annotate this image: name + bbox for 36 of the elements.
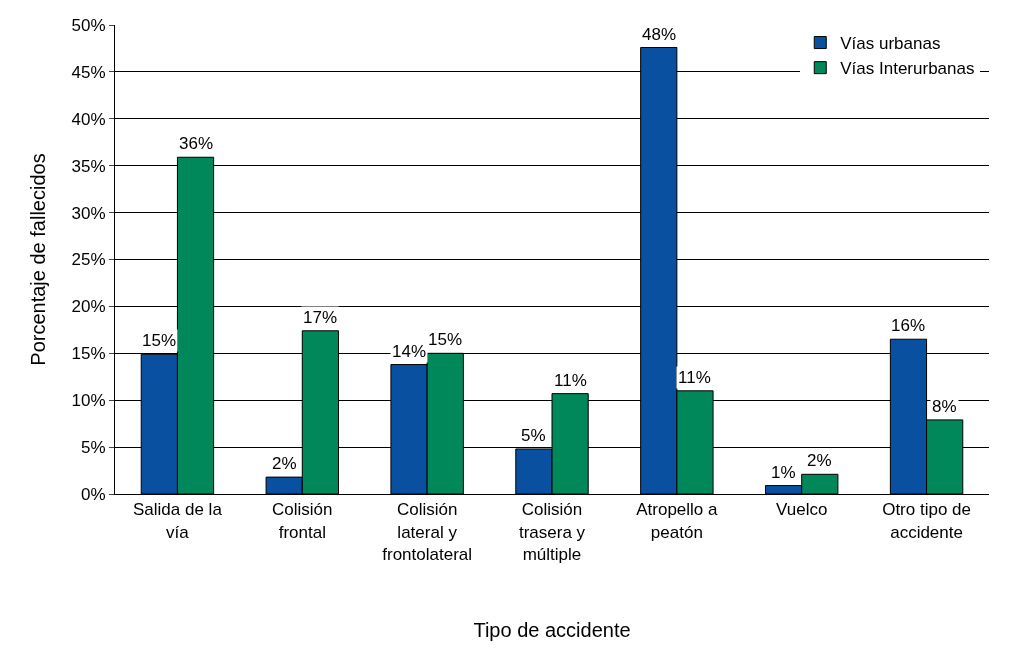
y-tick-label: 50% — [71, 15, 106, 35]
y-axis-title: Porcentaje de fallecidos — [27, 153, 50, 366]
x-tick-label: Colisión frontal — [272, 500, 333, 542]
data-label: 36% — [179, 134, 214, 153]
data-label: 11% — [678, 368, 711, 387]
x-tick-label: Atropello a peatón — [636, 500, 719, 542]
data-label: 11% — [554, 371, 587, 390]
x-tick-label: Salida de la vía — [133, 500, 223, 542]
data-label: 14% — [392, 342, 427, 361]
x-tick-label: Colisión lateral y frontolateral — [382, 500, 473, 564]
y-tick-label: 45% — [71, 62, 106, 82]
y-tick-label: 40% — [71, 109, 106, 129]
y-tick-label: 5% — [81, 438, 106, 458]
data-label: 17% — [303, 308, 338, 327]
y-tick-label: 0% — [81, 484, 106, 504]
x-tick-label: Colisión trasera y múltiple — [518, 500, 586, 564]
data-label: 48% — [642, 25, 677, 44]
y-tick-label: 20% — [71, 297, 106, 317]
data-label: 2% — [807, 451, 832, 470]
y-tick-label: 10% — [71, 391, 106, 411]
legend-label: Vías urbanas — [840, 34, 941, 54]
data-label: 15% — [142, 331, 177, 350]
x-tick-label: Otro tipo de accidente — [882, 500, 971, 542]
y-tick-label: 15% — [71, 344, 106, 364]
data-label: 2% — [272, 454, 297, 473]
data-label: 1% — [771, 463, 796, 482]
x-tick-label: Vuelco — [776, 500, 828, 520]
data-label: 16% — [891, 316, 926, 335]
x-axis-title: Tipo de accidente — [473, 619, 631, 642]
y-tick-label: 35% — [71, 156, 106, 176]
data-label: 15% — [428, 330, 463, 349]
data-label: 5% — [521, 426, 546, 445]
data-label: 8% — [932, 397, 957, 416]
legend-label: Vías Interurbanas — [840, 59, 975, 79]
y-tick-label: 25% — [71, 250, 106, 270]
y-tick-label: 30% — [71, 203, 106, 223]
